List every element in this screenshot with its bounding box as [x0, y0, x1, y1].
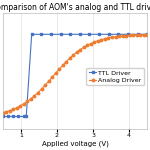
- Analog Driver: [93, 41, 95, 43]
- TTL Driver: [50, 33, 52, 35]
- Analog Driver: [55, 72, 57, 74]
- TTL Driver: [84, 33, 85, 35]
- Analog Driver: [125, 35, 127, 37]
- TTL Driver: [113, 33, 114, 35]
- TTL Driver: [69, 33, 71, 35]
- TTL Driver: [98, 33, 100, 35]
- Analog Driver: [111, 36, 113, 38]
- TTL Driver: [132, 33, 134, 35]
- TTL Driver: [60, 33, 61, 35]
- TTL Driver: [15, 116, 17, 117]
- Analog Driver: [23, 103, 25, 105]
- TTL Driver: [25, 116, 27, 117]
- Analog Driver: [136, 34, 138, 36]
- Analog Driver: [30, 98, 32, 100]
- Analog Driver: [51, 76, 53, 78]
- Analog Driver: [86, 44, 88, 46]
- Analog Driver: [79, 49, 81, 50]
- TTL Driver: [108, 33, 110, 35]
- Analog Driver: [65, 61, 67, 63]
- TTL Driver: [10, 116, 12, 117]
- Analog Driver: [97, 40, 99, 42]
- Legend: TTL Driver, Analog Driver: TTL Driver, Analog Driver: [86, 68, 144, 85]
- Analog Driver: [20, 105, 21, 107]
- Line: Analog Driver: Analog Driver: [2, 33, 148, 114]
- Analog Driver: [62, 64, 64, 66]
- Analog Driver: [108, 37, 109, 39]
- Analog Driver: [146, 34, 148, 36]
- TTL Driver: [7, 116, 9, 117]
- TTL Driver: [45, 33, 47, 35]
- TTL Driver: [74, 33, 76, 35]
- Analog Driver: [16, 107, 18, 109]
- TTL Driver: [12, 116, 14, 117]
- TTL Driver: [20, 116, 22, 117]
- Analog Driver: [143, 34, 145, 36]
- TTL Driver: [137, 33, 138, 35]
- TTL Driver: [122, 33, 124, 35]
- TTL Driver: [146, 33, 148, 35]
- Analog Driver: [83, 46, 85, 48]
- Line: TTL Driver: TTL Driver: [2, 33, 148, 118]
- Analog Driver: [34, 95, 35, 97]
- TTL Driver: [64, 33, 66, 35]
- Analog Driver: [48, 80, 50, 82]
- TTL Driver: [88, 33, 90, 35]
- Analog Driver: [27, 100, 28, 102]
- TTL Driver: [117, 33, 119, 35]
- Analog Driver: [132, 34, 134, 36]
- Analog Driver: [69, 57, 71, 59]
- Analog Driver: [44, 84, 46, 86]
- TTL Driver: [2, 116, 4, 117]
- Analog Driver: [76, 51, 78, 53]
- Analog Driver: [90, 43, 92, 44]
- Analog Driver: [122, 35, 123, 37]
- Analog Driver: [37, 92, 39, 93]
- Analog Driver: [100, 39, 102, 41]
- Analog Driver: [104, 38, 106, 40]
- Analog Driver: [5, 111, 7, 113]
- TTL Driver: [36, 33, 37, 35]
- TTL Driver: [31, 33, 33, 35]
- Analog Driver: [72, 54, 74, 56]
- Analog Driver: [9, 110, 11, 111]
- Analog Driver: [139, 34, 141, 36]
- Analog Driver: [129, 35, 130, 36]
- TTL Driver: [40, 33, 42, 35]
- TTL Driver: [31, 33, 33, 35]
- TTL Driver: [23, 116, 25, 117]
- TTL Driver: [93, 33, 95, 35]
- TTL Driver: [55, 33, 57, 35]
- TTL Driver: [25, 116, 27, 117]
- TTL Driver: [18, 116, 19, 117]
- Analog Driver: [12, 108, 14, 110]
- X-axis label: Applied voltage (V): Applied voltage (V): [42, 141, 108, 147]
- TTL Driver: [141, 33, 143, 35]
- TTL Driver: [127, 33, 129, 35]
- TTL Driver: [4, 116, 6, 117]
- Analog Driver: [58, 68, 60, 70]
- Analog Driver: [115, 36, 116, 38]
- Analog Driver: [41, 88, 42, 90]
- Analog Driver: [2, 112, 4, 114]
- Text: Comparison of AOM's analog and TTL drivers: Comparison of AOM's analog and TTL drive…: [0, 3, 150, 12]
- TTL Driver: [103, 33, 105, 35]
- Analog Driver: [118, 36, 120, 37]
- TTL Driver: [79, 33, 81, 35]
